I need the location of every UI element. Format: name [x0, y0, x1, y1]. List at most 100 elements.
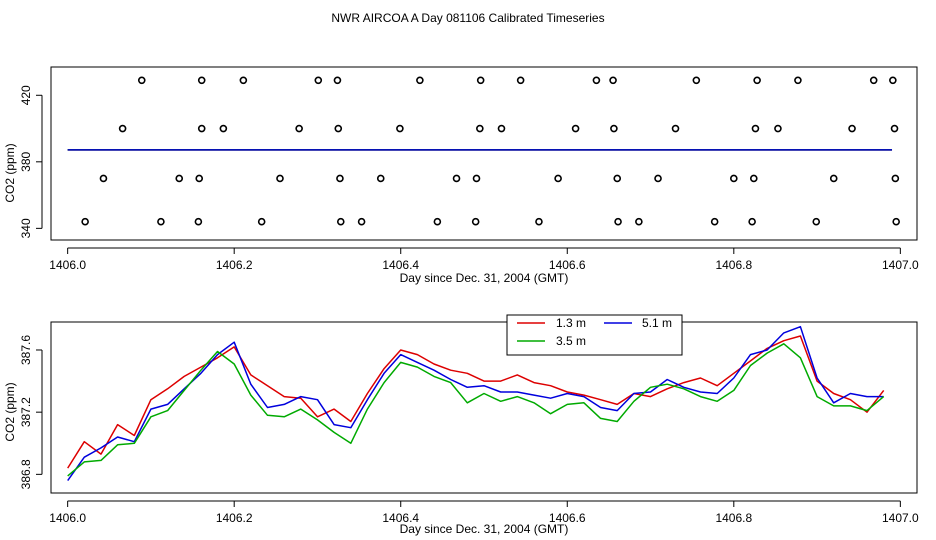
- legend-label-2: 5.1 m: [642, 316, 672, 330]
- data-point: [81, 217, 89, 226]
- data-point: [157, 217, 165, 226]
- data-point: [276, 174, 284, 183]
- data-point: [195, 174, 204, 183]
- x-tick-label: 1407.0: [882, 511, 919, 525]
- data-point: [753, 76, 761, 85]
- data-point: [471, 217, 480, 226]
- top-y-axis: 340 380 420: [19, 85, 43, 238]
- x-tick-label: 1407.0: [882, 258, 919, 272]
- data-point: [794, 76, 802, 85]
- data-point: [336, 217, 345, 226]
- data-point: [829, 174, 838, 183]
- bottom-y-axis-label: CO2 (ppm): [3, 382, 17, 441]
- bottom-y-axis: 386.8 387.2 387.6: [19, 335, 43, 489]
- data-point: [748, 217, 756, 226]
- series-line-3: [67, 343, 885, 477]
- top-points: [81, 76, 900, 226]
- data-point: [336, 174, 344, 183]
- data-point: [334, 124, 343, 133]
- x-tick-label: 1406.6: [549, 258, 586, 272]
- x-tick-label: 1406.4: [382, 258, 419, 272]
- data-point: [472, 174, 481, 183]
- data-point: [613, 174, 622, 183]
- data-point: [610, 124, 618, 133]
- x-tick-label: 1406.4: [382, 511, 419, 525]
- y-tick-label: 386.8: [19, 459, 33, 489]
- data-point: [416, 76, 424, 85]
- data-point: [891, 174, 900, 183]
- data-point: [635, 217, 643, 226]
- data-point: [516, 76, 525, 85]
- data-point: [812, 217, 821, 226]
- top-plot-frame: [50, 66, 918, 241]
- data-point: [889, 76, 897, 85]
- x-tick-label: 1406.2: [216, 258, 253, 272]
- data-point: [654, 174, 662, 183]
- legend-box: [506, 314, 683, 356]
- data-point: [137, 76, 146, 85]
- y-tick-label: 387.6: [19, 335, 33, 365]
- data-point: [333, 76, 342, 85]
- data-point: [476, 124, 484, 133]
- data-point: [710, 217, 719, 226]
- data-point: [749, 174, 758, 183]
- data-point: [257, 217, 266, 226]
- legend: 1.3 m 5.1 m 3.5 m: [506, 314, 683, 356]
- data-point: [614, 217, 622, 226]
- series-line-2: [67, 325, 884, 482]
- data-point: [892, 217, 900, 226]
- top-y-axis-label: CO2 (ppm): [3, 143, 17, 202]
- data-point: [433, 217, 442, 226]
- data-point: [730, 174, 738, 183]
- x-tick-label: 1406.0: [49, 258, 86, 272]
- data-point: [219, 124, 228, 133]
- data-point: [535, 217, 543, 226]
- data-point: [692, 76, 701, 85]
- data-point: [554, 174, 562, 183]
- data-point: [197, 124, 206, 133]
- x-tick-label: 1406.0: [49, 511, 86, 525]
- data-point: [609, 76, 617, 85]
- x-tick-label: 1406.6: [549, 511, 586, 525]
- y-tick-label: 380: [19, 151, 33, 171]
- data-point: [476, 76, 485, 85]
- data-point: [239, 76, 248, 85]
- data-point: [671, 124, 680, 133]
- data-point: [452, 174, 461, 183]
- top-chart: 1406.0 1406.2 1406.4 1406.6 1406.8 1407.0 340…: [3, 66, 919, 285]
- data-point: [357, 217, 366, 226]
- data-point: [571, 124, 580, 133]
- bottom-series: [67, 325, 885, 482]
- data-point: [848, 124, 856, 133]
- top-x-axis-label: Day since Dec. 31, 2004 (GMT): [400, 271, 569, 285]
- data-point: [497, 124, 506, 133]
- x-tick-label: 1406.8: [715, 258, 752, 272]
- legend-label-3: 3.5 m: [556, 334, 586, 348]
- data-point: [774, 124, 782, 133]
- bottom-chart: 1406.0 1406.2 1406.4 1406.6 1406.8 1407.0 386…: [3, 314, 919, 536]
- data-point: [314, 76, 323, 85]
- data-point: [194, 217, 203, 226]
- bottom-x-axis: 1406.0 1406.2 1406.4 1406.6 1406.8 1407.0: [49, 500, 919, 525]
- data-point: [175, 174, 184, 183]
- data-point: [295, 124, 303, 133]
- y-tick-label: 340: [19, 218, 33, 238]
- data-point: [118, 124, 127, 133]
- data-point: [396, 124, 404, 133]
- data-point: [890, 124, 899, 133]
- data-point: [197, 76, 206, 85]
- data-point: [99, 174, 108, 183]
- bottom-x-axis-label: Day since Dec. 31, 2004 (GMT): [400, 522, 569, 536]
- figure-title: NWR AIRCOA A Day 081106 Calibrated Times…: [331, 11, 604, 25]
- top-x-axis: 1406.0 1406.2 1406.4 1406.6 1406.8 1407.0: [49, 247, 919, 272]
- series-line-1: [67, 335, 885, 469]
- legend-label-1: 1.3 m: [556, 316, 586, 330]
- data-point: [592, 76, 601, 85]
- x-tick-label: 1406.2: [216, 511, 253, 525]
- y-tick-label: 420: [19, 85, 33, 105]
- data-point: [869, 76, 878, 85]
- data-point: [751, 124, 760, 133]
- bottom-plot-frame: [50, 321, 918, 494]
- x-tick-label: 1406.8: [715, 511, 752, 525]
- data-point: [376, 174, 385, 183]
